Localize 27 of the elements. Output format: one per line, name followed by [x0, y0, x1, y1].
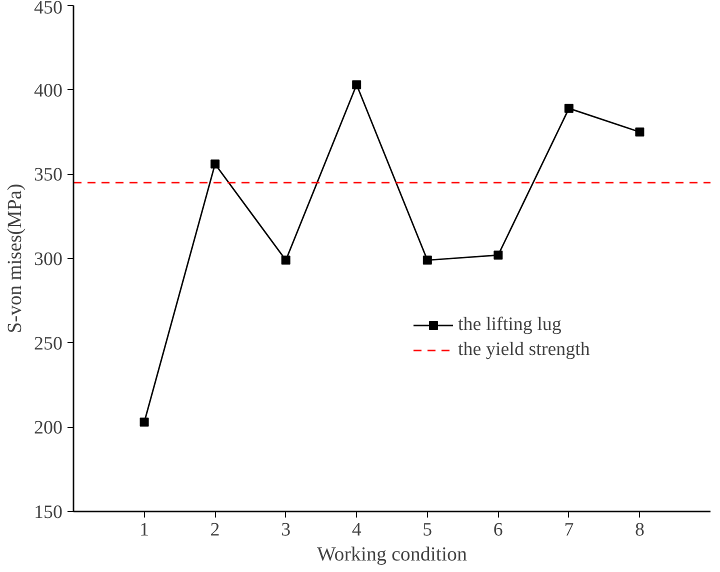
y-tick-label: 150 — [34, 502, 62, 523]
point — [210, 160, 220, 169]
point — [352, 80, 362, 90]
x-axis-title: Working condition — [316, 544, 468, 566]
x-tick-label: 5 — [422, 520, 432, 540]
y-tick-label: 400 — [34, 80, 62, 102]
point — [564, 104, 574, 113]
x-tick-label: 3 — [281, 520, 291, 540]
y-tick-label: 450 — [34, 0, 62, 18]
x-tick-label: 1 — [140, 520, 150, 540]
point — [281, 256, 290, 265]
x-tick-label: 2 — [210, 520, 220, 540]
y-tick-label: 350 — [34, 164, 62, 186]
x-tick-label: 4 — [352, 520, 362, 540]
point — [635, 128, 644, 136]
y-tick-label: 300 — [34, 249, 62, 270]
y-tick-label: 250 — [34, 333, 62, 354]
point — [494, 250, 503, 260]
y-axis-title: S-von mises(MPa) — [4, 184, 26, 334]
x-tick-label: 6 — [493, 520, 503, 540]
legend-label: the yield strength — [458, 339, 590, 361]
point — [422, 256, 432, 265]
point — [140, 418, 149, 427]
legend-label: the lifting lug — [458, 314, 562, 336]
y-tick-label: 200 — [34, 418, 62, 439]
x-tick-label: 8 — [634, 520, 644, 540]
x-tick-label: 7 — [564, 520, 574, 540]
